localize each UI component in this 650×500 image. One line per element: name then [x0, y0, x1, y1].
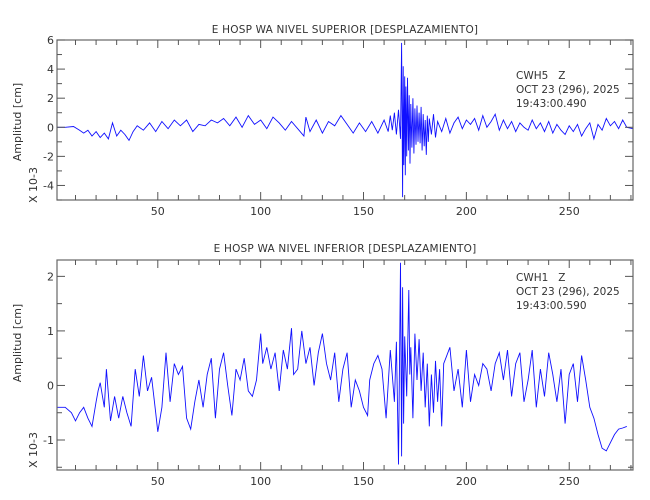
- x-tick-label: 250: [559, 205, 580, 218]
- y-tick-label: -1: [43, 434, 54, 447]
- time-label: 19:43:00.590: [516, 300, 587, 312]
- y-tick-label: -2: [43, 150, 54, 163]
- time-label: 19:43:00.490: [516, 98, 587, 110]
- station-label: CWH5 Z: [516, 70, 566, 82]
- y-tick-label: 2: [47, 270, 54, 283]
- plot-title: E HOSP WA NIVEL SUPERIOR [DESPLAZAMIENTO…: [212, 24, 478, 36]
- x-tick-label: 200: [456, 475, 477, 488]
- y-axis-label: Amplitud [cm]: [11, 83, 24, 161]
- x-tick-label: 250: [559, 475, 580, 488]
- x-tick-label: 100: [250, 205, 271, 218]
- station-label: CWH1 Z: [516, 272, 566, 284]
- y-tick-label: 0: [47, 121, 54, 134]
- y-scale-label: X 10-3: [27, 167, 40, 203]
- x-tick-label: 150: [353, 475, 374, 488]
- x-tick-label: 50: [151, 475, 165, 488]
- date-label: OCT 23 (296), 2025: [516, 286, 620, 298]
- waveform-trace: [57, 262, 627, 465]
- y-tick-label: 1: [47, 325, 54, 338]
- waveform-trace: [57, 42, 634, 198]
- y-scale-label: X 10-3: [27, 432, 40, 468]
- x-tick-label: 100: [250, 475, 271, 488]
- x-tick-label: 50: [151, 205, 165, 218]
- x-tick-label: 150: [353, 205, 374, 218]
- y-axis-label: Amplitud [cm]: [11, 304, 24, 382]
- plot-frame: [56, 259, 634, 471]
- upper-level-plot: E HOSP WA NIVEL SUPERIOR [DESPLAZAMIENTO…: [11, 24, 634, 218]
- y-tick-label: 2: [47, 92, 54, 105]
- date-label: OCT 23 (296), 2025: [516, 84, 620, 96]
- plot-frame: [56, 39, 634, 201]
- y-tick-label: 4: [47, 63, 54, 76]
- lower-level-plot: E HOSP WA NIVEL INFERIOR [DESPLAZAMIENTO…: [11, 243, 634, 488]
- plot-title: E HOSP WA NIVEL INFERIOR [DESPLAZAMIENTO…: [214, 243, 477, 255]
- y-tick-label: -4: [43, 179, 54, 192]
- x-tick-label: 200: [456, 205, 477, 218]
- y-tick-label: 0: [47, 379, 54, 392]
- y-tick-label: 6: [47, 34, 54, 47]
